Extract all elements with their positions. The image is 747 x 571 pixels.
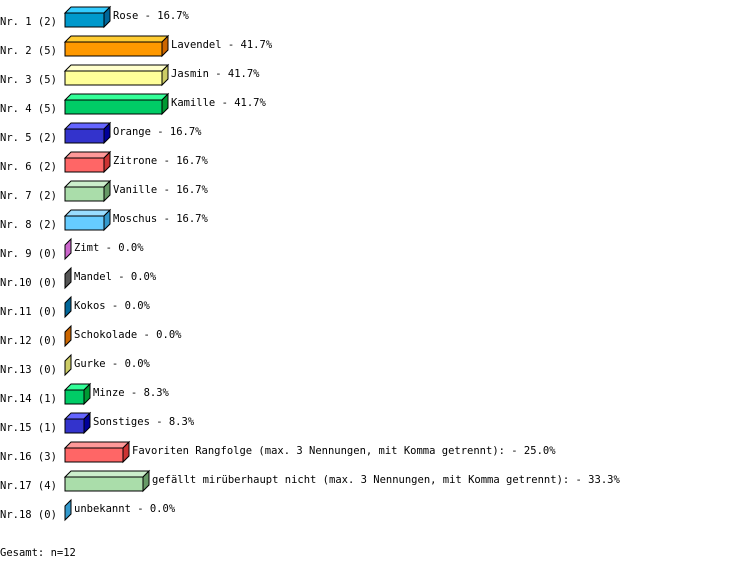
bar [64, 418, 85, 434]
bar [64, 70, 163, 86]
value-label: Vanille - 16.7% [113, 184, 209, 196]
value-label: Kokos - 0.0% [74, 300, 151, 312]
value-label: Lavendel - 41.7% [171, 39, 273, 51]
rank-label: Nr.18 (0) [0, 509, 57, 521]
rank-label: Nr. 5 (2) [0, 132, 57, 144]
bar-side [64, 266, 72, 290]
bar-side [103, 208, 111, 232]
rank-label: Nr.14 (1) [0, 393, 57, 405]
value-label: Jasmin - 41.7% [171, 68, 260, 80]
bar-top [63, 151, 112, 159]
bar [64, 128, 105, 144]
bar-side [83, 382, 91, 406]
value-label: Favoriten Rangfolge (max. 3 Nennungen, m… [132, 445, 556, 457]
rank-label: Nr.15 (1) [0, 422, 57, 434]
rank-label: Nr.12 (0) [0, 335, 57, 347]
value-label: unbekannt - 0.0% [74, 503, 176, 515]
rank-label: Nr. 7 (2) [0, 190, 57, 202]
bar-top [63, 93, 170, 101]
rank-label: Nr. 6 (2) [0, 161, 57, 173]
bar [64, 157, 105, 173]
rank-label: Nr.11 (0) [0, 306, 57, 318]
value-label: Kamille - 41.7% [171, 97, 267, 109]
bar-side [161, 34, 169, 58]
bar-side [122, 440, 130, 464]
value-label: Zitrone - 16.7% [113, 155, 209, 167]
value-label: Orange - 16.7% [113, 126, 202, 138]
value-label: Schokolade - 0.0% [74, 329, 182, 341]
rank-label: Nr. 3 (5) [0, 74, 57, 86]
bar [64, 215, 105, 231]
bar [64, 186, 105, 202]
bar-top [63, 6, 112, 14]
value-label: Sonstiges - 8.3% [93, 416, 195, 428]
value-label: Minze - 8.3% [93, 387, 170, 399]
bar [64, 12, 105, 28]
bar-top [63, 35, 170, 43]
bar-side [64, 498, 72, 522]
bar [64, 389, 85, 405]
bar-side [103, 179, 111, 203]
bar-top [63, 441, 131, 449]
total-label: Gesamt: n=12 [0, 547, 76, 559]
bar [64, 476, 144, 492]
bar-side [64, 353, 72, 377]
bar-side [103, 5, 111, 29]
bar-top [63, 209, 112, 217]
bar-top [63, 122, 112, 130]
value-label: Rose - 16.7% [113, 10, 190, 22]
bar-side [161, 92, 169, 116]
bar-side [103, 150, 111, 174]
bar-top [63, 180, 112, 188]
bar-side [103, 121, 111, 145]
value-label: gefällt mirüberhaupt nicht (max. 3 Nennu… [152, 474, 620, 486]
bar-side [142, 469, 150, 493]
bar-top [63, 64, 170, 72]
bar-side [161, 63, 169, 87]
bar [64, 447, 124, 463]
value-label: Moschus - 16.7% [113, 213, 209, 225]
bar [64, 41, 163, 57]
value-label: Gurke - 0.0% [74, 358, 151, 370]
rank-label: Nr. 4 (5) [0, 103, 57, 115]
bar-side [64, 324, 72, 348]
rank-label: Nr.10 (0) [0, 277, 57, 289]
rank-label: Nr. 2 (5) [0, 45, 57, 57]
rank-label: Nr. 9 (0) [0, 248, 57, 260]
rank-label: Nr. 8 (2) [0, 219, 57, 231]
bar-side [83, 411, 91, 435]
bar-side [64, 295, 72, 319]
rank-label: Nr.16 (3) [0, 451, 57, 463]
bar-side [64, 237, 72, 261]
bar [64, 99, 163, 115]
value-label: Zimt - 0.0% [74, 242, 144, 254]
value-label: Mandel - 0.0% [74, 271, 157, 283]
rank-label: Nr.13 (0) [0, 364, 57, 376]
bar-top [63, 470, 151, 478]
rank-label: Nr. 1 (2) [0, 16, 57, 28]
rank-label: Nr.17 (4) [0, 480, 57, 492]
